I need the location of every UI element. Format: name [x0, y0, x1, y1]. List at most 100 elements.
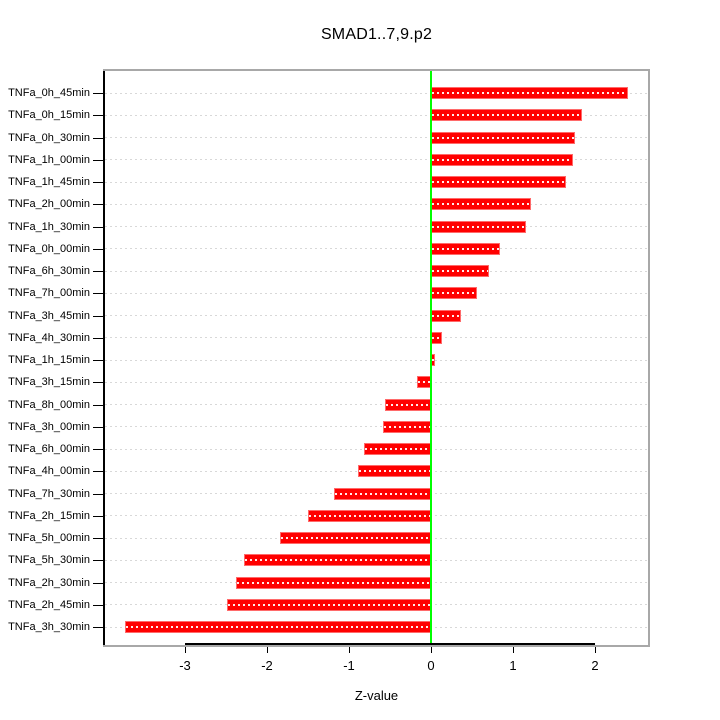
grid-line	[105, 137, 648, 138]
bar-gridline-overlay	[432, 336, 442, 339]
grid-line	[105, 359, 648, 361]
y-axis-label: TNFa_6h_30min	[8, 265, 90, 277]
x-tick-mark	[431, 647, 432, 653]
x-axis-title: Z-value	[354, 688, 399, 703]
y-axis-label: TNFa_4h_30min	[8, 331, 90, 344]
bar	[383, 420, 431, 433]
grid-line	[105, 203, 648, 205]
bar-gridline-overlay	[245, 559, 430, 562]
x-tick-label: -2	[261, 658, 273, 673]
y-tick-mark	[93, 115, 103, 117]
y-axis-label: TNFa_2h_30min	[8, 576, 90, 589]
y-tick-mark	[93, 493, 103, 495]
x-tick-label: 0	[427, 658, 435, 673]
x-tick-mark	[513, 647, 514, 653]
bar-gridline-overlay	[432, 136, 575, 139]
grid-line	[105, 248, 648, 250]
bar-gridline-overlay	[227, 603, 430, 606]
bar	[125, 621, 431, 633]
bar	[431, 220, 527, 233]
x-tick-mark	[349, 647, 350, 653]
y-axis-label: TNFa_3h_30min	[8, 621, 90, 633]
bar	[235, 576, 431, 589]
y-tick-mark	[93, 360, 103, 361]
grid-line	[105, 315, 648, 316]
y-axis-label: TNFa_3h_00min	[8, 420, 90, 433]
x-tick-mark	[185, 647, 186, 653]
grid-line	[105, 159, 648, 161]
x-axis-line	[185, 643, 595, 645]
bar-gridline-overlay	[432, 225, 526, 228]
bar	[244, 554, 431, 567]
y-tick-mark	[93, 471, 103, 473]
grid-line	[105, 270, 648, 272]
grid-line	[105, 337, 648, 339]
y-tick-mark	[93, 204, 103, 206]
grid-line	[105, 92, 648, 94]
bar	[363, 443, 431, 455]
bar	[431, 176, 567, 188]
y-axis-line	[103, 71, 105, 645]
y-tick-mark	[93, 93, 103, 94]
bar	[334, 487, 431, 500]
y-axis-label: TNFa_0h_45min	[8, 87, 90, 99]
x-tick-mark	[595, 647, 596, 653]
y-tick-mark	[93, 337, 103, 339]
bar	[308, 509, 431, 522]
y-tick-mark	[93, 604, 103, 606]
y-axis-label: TNFa_1h_00min	[8, 153, 90, 166]
x-tick-label: -1	[343, 658, 355, 673]
y-axis-label: TNFa_2h_00min	[8, 198, 90, 211]
y-tick-mark	[93, 515, 103, 517]
y-axis-label: TNFa_3h_15min	[8, 376, 90, 389]
bar-gridline-overlay	[432, 270, 489, 272]
bar	[280, 532, 431, 544]
bar-gridline-overlay	[432, 292, 476, 295]
y-axis-label: TNFa_2h_45min	[8, 598, 90, 611]
y-axis-label: TNFa_0h_15min	[8, 109, 90, 122]
bar-gridline-overlay	[432, 181, 566, 183]
bar	[431, 153, 573, 166]
y-tick-mark	[93, 182, 103, 183]
bar-gridline-overlay	[432, 247, 499, 250]
grid-line	[105, 426, 648, 428]
grid-line	[105, 114, 648, 116]
bar-gridline-overlay	[432, 114, 581, 117]
y-tick-mark	[93, 560, 103, 562]
bar-gridline-overlay	[384, 425, 430, 428]
y-tick-mark	[93, 582, 103, 584]
bar	[358, 465, 431, 478]
bar	[385, 398, 431, 411]
x-tick-label: -3	[179, 658, 191, 673]
bar-gridline-overlay	[432, 359, 435, 361]
plot-area: TNFa_0h_45min TNFa_0h_15min TNFa_0h_30min T…	[8, 71, 648, 673]
bar	[431, 109, 582, 122]
bar	[431, 131, 576, 144]
y-tick-mark	[93, 449, 103, 450]
y-tick-mark	[93, 404, 103, 406]
grid-line	[105, 226, 648, 227]
x-tick-label: 1	[509, 658, 517, 673]
grid-line	[105, 292, 648, 294]
bar-gridline-overlay	[126, 626, 430, 628]
bar-gridline-overlay	[335, 492, 430, 495]
y-axis-label: TNFa_8h_00min	[8, 398, 90, 411]
x-tick-mark	[267, 647, 268, 653]
bar	[417, 376, 431, 389]
plot-frame: TNFa_0h_45min TNFa_0h_15min TNFa_0h_30min T…	[8, 69, 650, 673]
y-tick-mark	[93, 271, 103, 272]
bar	[431, 265, 490, 277]
bar	[431, 331, 443, 344]
y-axis-label: TNFa_1h_45min	[8, 176, 90, 188]
bar-gridline-overlay	[364, 448, 430, 450]
bar	[431, 242, 500, 255]
y-tick-mark	[93, 137, 103, 139]
y-tick-mark	[93, 248, 103, 250]
x-tick-label: 2	[591, 658, 599, 673]
bar-gridline-overlay	[281, 537, 430, 539]
y-tick-mark	[93, 382, 103, 384]
bar	[431, 309, 462, 322]
bar-gridline-overlay	[432, 203, 531, 206]
bar-gridline-overlay	[386, 403, 430, 406]
